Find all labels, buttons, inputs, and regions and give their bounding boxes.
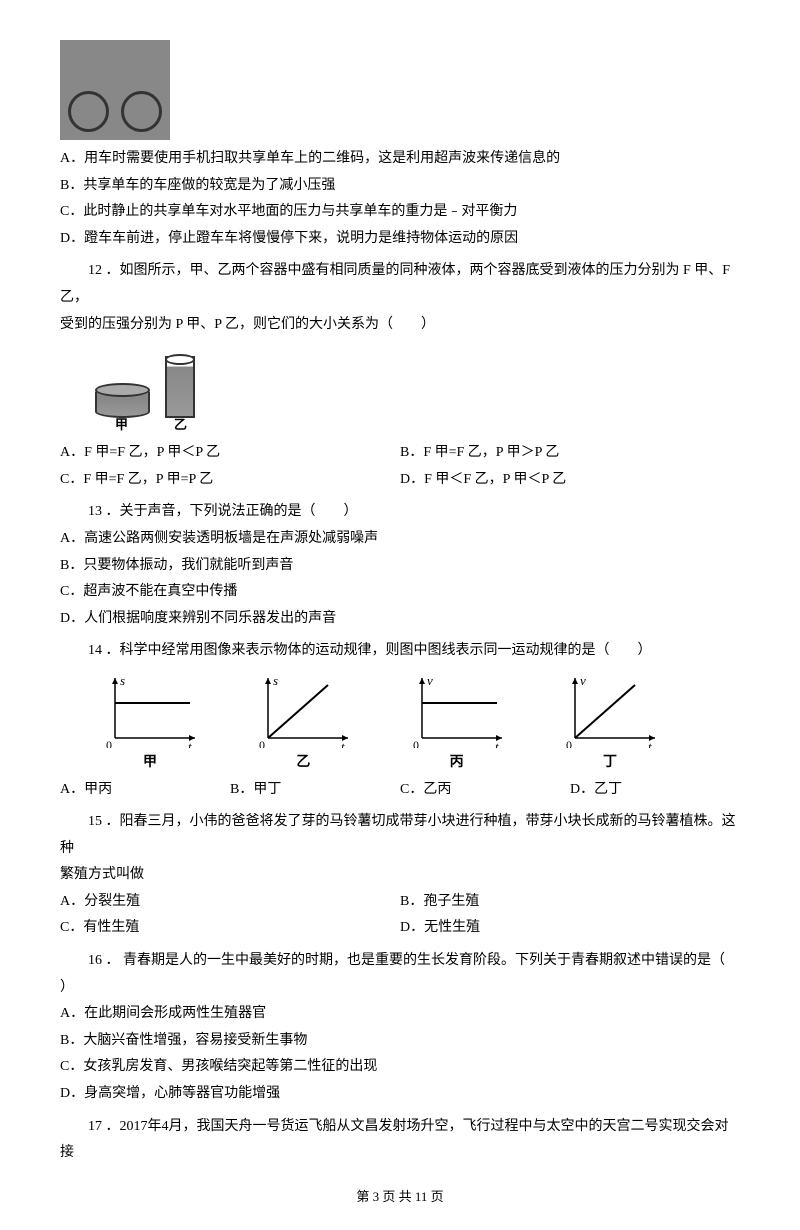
graph-bing-label: 丙: [397, 750, 517, 777]
graph-yi-svg: s t 0: [253, 673, 353, 748]
q15-option-b: B．孢子生殖: [400, 889, 479, 916]
axis-y-label: s: [120, 673, 125, 688]
q12-stem-2: 受到的压强分别为 P 甲、P 乙，则它们的大小关系为（ ）: [60, 312, 740, 339]
q15-option-d: D．无性生殖: [400, 915, 480, 942]
q16-option-d: D．身高突增，心肺等器官功能增强: [60, 1081, 740, 1108]
graph-ding: v t 0 丁: [550, 673, 670, 777]
axis-y-label: v: [427, 673, 433, 688]
graph-jia-label: 甲: [90, 750, 210, 777]
container-yi: [165, 356, 195, 418]
label-jia: 甲: [115, 413, 128, 438]
q12-figure: 甲 乙: [90, 346, 230, 436]
page-footer: 第 3 页 共 11 页: [60, 1185, 740, 1210]
q15-option-a: A．分裂生殖: [60, 889, 400, 916]
q12-option-d: D．F 甲＜F 乙，P 甲＜P 乙: [400, 467, 566, 494]
q14-option-d: D．乙丁: [570, 777, 740, 804]
q16-option-c: C．女孩乳房发育、男孩喉结突起等第二性征的出现: [60, 1054, 740, 1081]
q17-stem: 17 ．2017年4月，我国天舟一号货运飞船从文昌发射场升空，飞行过程中与太空中…: [60, 1114, 740, 1167]
q16-option-b: B．大脑兴奋性增强，容易接受新生事物: [60, 1028, 740, 1055]
q11-option-d: D．蹬车车前进，停止蹬车车将慢慢停下来，说明力是维持物体运动的原因: [60, 226, 740, 253]
graph-ding-label: 丁: [550, 750, 670, 777]
q12-option-c: C．F 甲=F 乙，P 甲=P 乙: [60, 467, 400, 494]
q13-option-a: A．高速公路两侧安装透明板墙是在声源处减弱噪声: [60, 526, 740, 553]
graph-bing-svg: v t 0: [407, 673, 507, 748]
q11-option-a: A．用车时需要使用手机扫取共享单车上的二维码，这是利用超声波来传递信息的: [60, 146, 740, 173]
origin-label: 0: [106, 738, 112, 748]
q11-option-b: B．共享单车的车座做的较宽是为了减小压强: [60, 173, 740, 200]
origin-label: 0: [566, 738, 572, 748]
axis-y-label: s: [273, 673, 278, 688]
axis-x-label: t: [495, 739, 499, 748]
q12-option-a: A．F 甲=F 乙，P 甲＜P 乙: [60, 440, 400, 467]
q14-graphs: s t 0 甲 s t 0 乙 v t 0 丙: [90, 673, 670, 777]
origin-label: 0: [413, 738, 419, 748]
q14-option-c: C．乙丙: [400, 777, 570, 804]
q13-option-b: B．只要物体振动，我们就能听到声音: [60, 553, 740, 580]
q11-option-c: C．此时静止的共享单车对水平地面的压力与共享单车的重力是﹣对平衡力: [60, 199, 740, 226]
axis-x-label: t: [648, 739, 652, 748]
graph-yi-label: 乙: [243, 750, 363, 777]
graph-jia-svg: s t 0: [100, 673, 200, 748]
graph-yi: s t 0 乙: [243, 673, 363, 777]
q15-option-c: C．有性生殖: [60, 915, 400, 942]
graph-jia: s t 0 甲: [90, 673, 210, 777]
graph-bing: v t 0 丙: [397, 673, 517, 777]
q13-option-d: D．人们根据响度来辨别不同乐器发出的声音: [60, 606, 740, 633]
label-yi: 乙: [174, 413, 187, 438]
q16-stem-1: 16 ． 青春期是人的一生中最美好的时期，也是重要的生长发育阶段。下列关于青春期…: [60, 948, 740, 975]
q13-option-c: C．超声波不能在真空中传播: [60, 579, 740, 606]
q16-option-a: A．在此期间会形成两性生殖器官: [60, 1001, 740, 1028]
graph-ding-svg: v t 0: [560, 673, 660, 748]
q15-stem-1: 15 ．阳春三月，小伟的爸爸将发了芽的马铃薯切成带芽小块进行种植，带芽小块长成新…: [60, 809, 740, 862]
q13-stem: 13 ．关于声音，下列说法正确的是（ ）: [60, 499, 740, 526]
q14-option-b: B．甲丁: [230, 777, 400, 804]
q15-stem-2: 繁殖方式叫做: [60, 862, 740, 889]
axis-x-label: t: [341, 739, 345, 748]
axis-x-label: t: [188, 739, 192, 748]
q16-stem-2: ）: [60, 975, 740, 1002]
q14-stem: 14 ．科学中经常用图像来表示物体的运动规律，则图中图线表示同一运动规律的是（ …: [60, 638, 740, 665]
bike-image: [60, 40, 170, 140]
q14-option-a: A．甲丙: [60, 777, 230, 804]
q12-option-b: B．F 甲=F 乙，P 甲＞P 乙: [400, 440, 559, 467]
origin-label: 0: [259, 738, 265, 748]
axis-y-label: v: [580, 673, 586, 688]
q12-stem-1: 12 ．如图所示，甲、乙两个容器中盛有相同质量的同种液体，两个容器底受到液体的压…: [60, 258, 740, 311]
